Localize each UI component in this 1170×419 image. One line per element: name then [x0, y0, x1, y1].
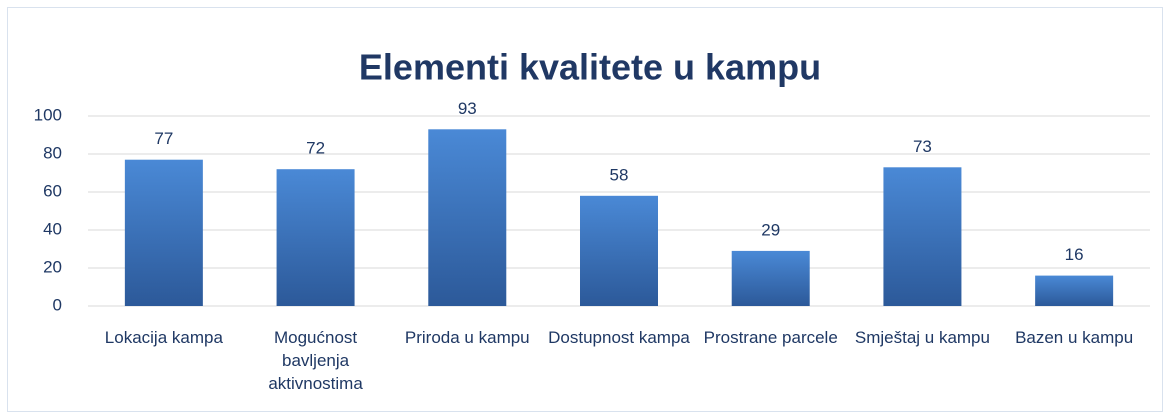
- y-tick-label: 40: [43, 219, 62, 238]
- y-tick-label: 100: [34, 105, 62, 124]
- bar: [428, 129, 507, 306]
- y-tick-label: 0: [53, 295, 62, 314]
- value-label: 77: [154, 129, 173, 148]
- bar: [731, 250, 810, 306]
- bar: [276, 169, 355, 306]
- x-tick-label: Smještaj u kampu: [854, 328, 990, 347]
- bar: [580, 195, 658, 306]
- x-tick-label: Dostupnost kampa: [548, 328, 690, 347]
- value-label: 29: [761, 220, 780, 239]
- value-label: 16: [1065, 245, 1084, 264]
- bar: [883, 167, 962, 306]
- y-tick-label: 60: [43, 181, 62, 200]
- x-tick-label: Mogućnost bavljenja aktivnostima: [268, 328, 363, 393]
- value-label: 93: [458, 99, 477, 118]
- x-tick-label: Prostrane parcele: [703, 328, 838, 347]
- bar: [1035, 275, 1114, 306]
- y-tick-label: 20: [43, 257, 62, 276]
- chart-border: [7, 7, 1163, 412]
- value-label: 58: [610, 165, 629, 184]
- chart-title: Elementi kvalitete u kampu: [359, 47, 821, 88]
- x-tick-label: Priroda u kampu: [404, 328, 530, 347]
- value-label: 73: [913, 137, 932, 156]
- bar: [124, 159, 203, 306]
- x-tick-label: Bazen u kampu: [1015, 328, 1134, 347]
- y-tick-label: 80: [43, 143, 62, 162]
- x-tick-label: Lokacija kampa: [104, 328, 223, 347]
- value-label: 72: [306, 139, 325, 158]
